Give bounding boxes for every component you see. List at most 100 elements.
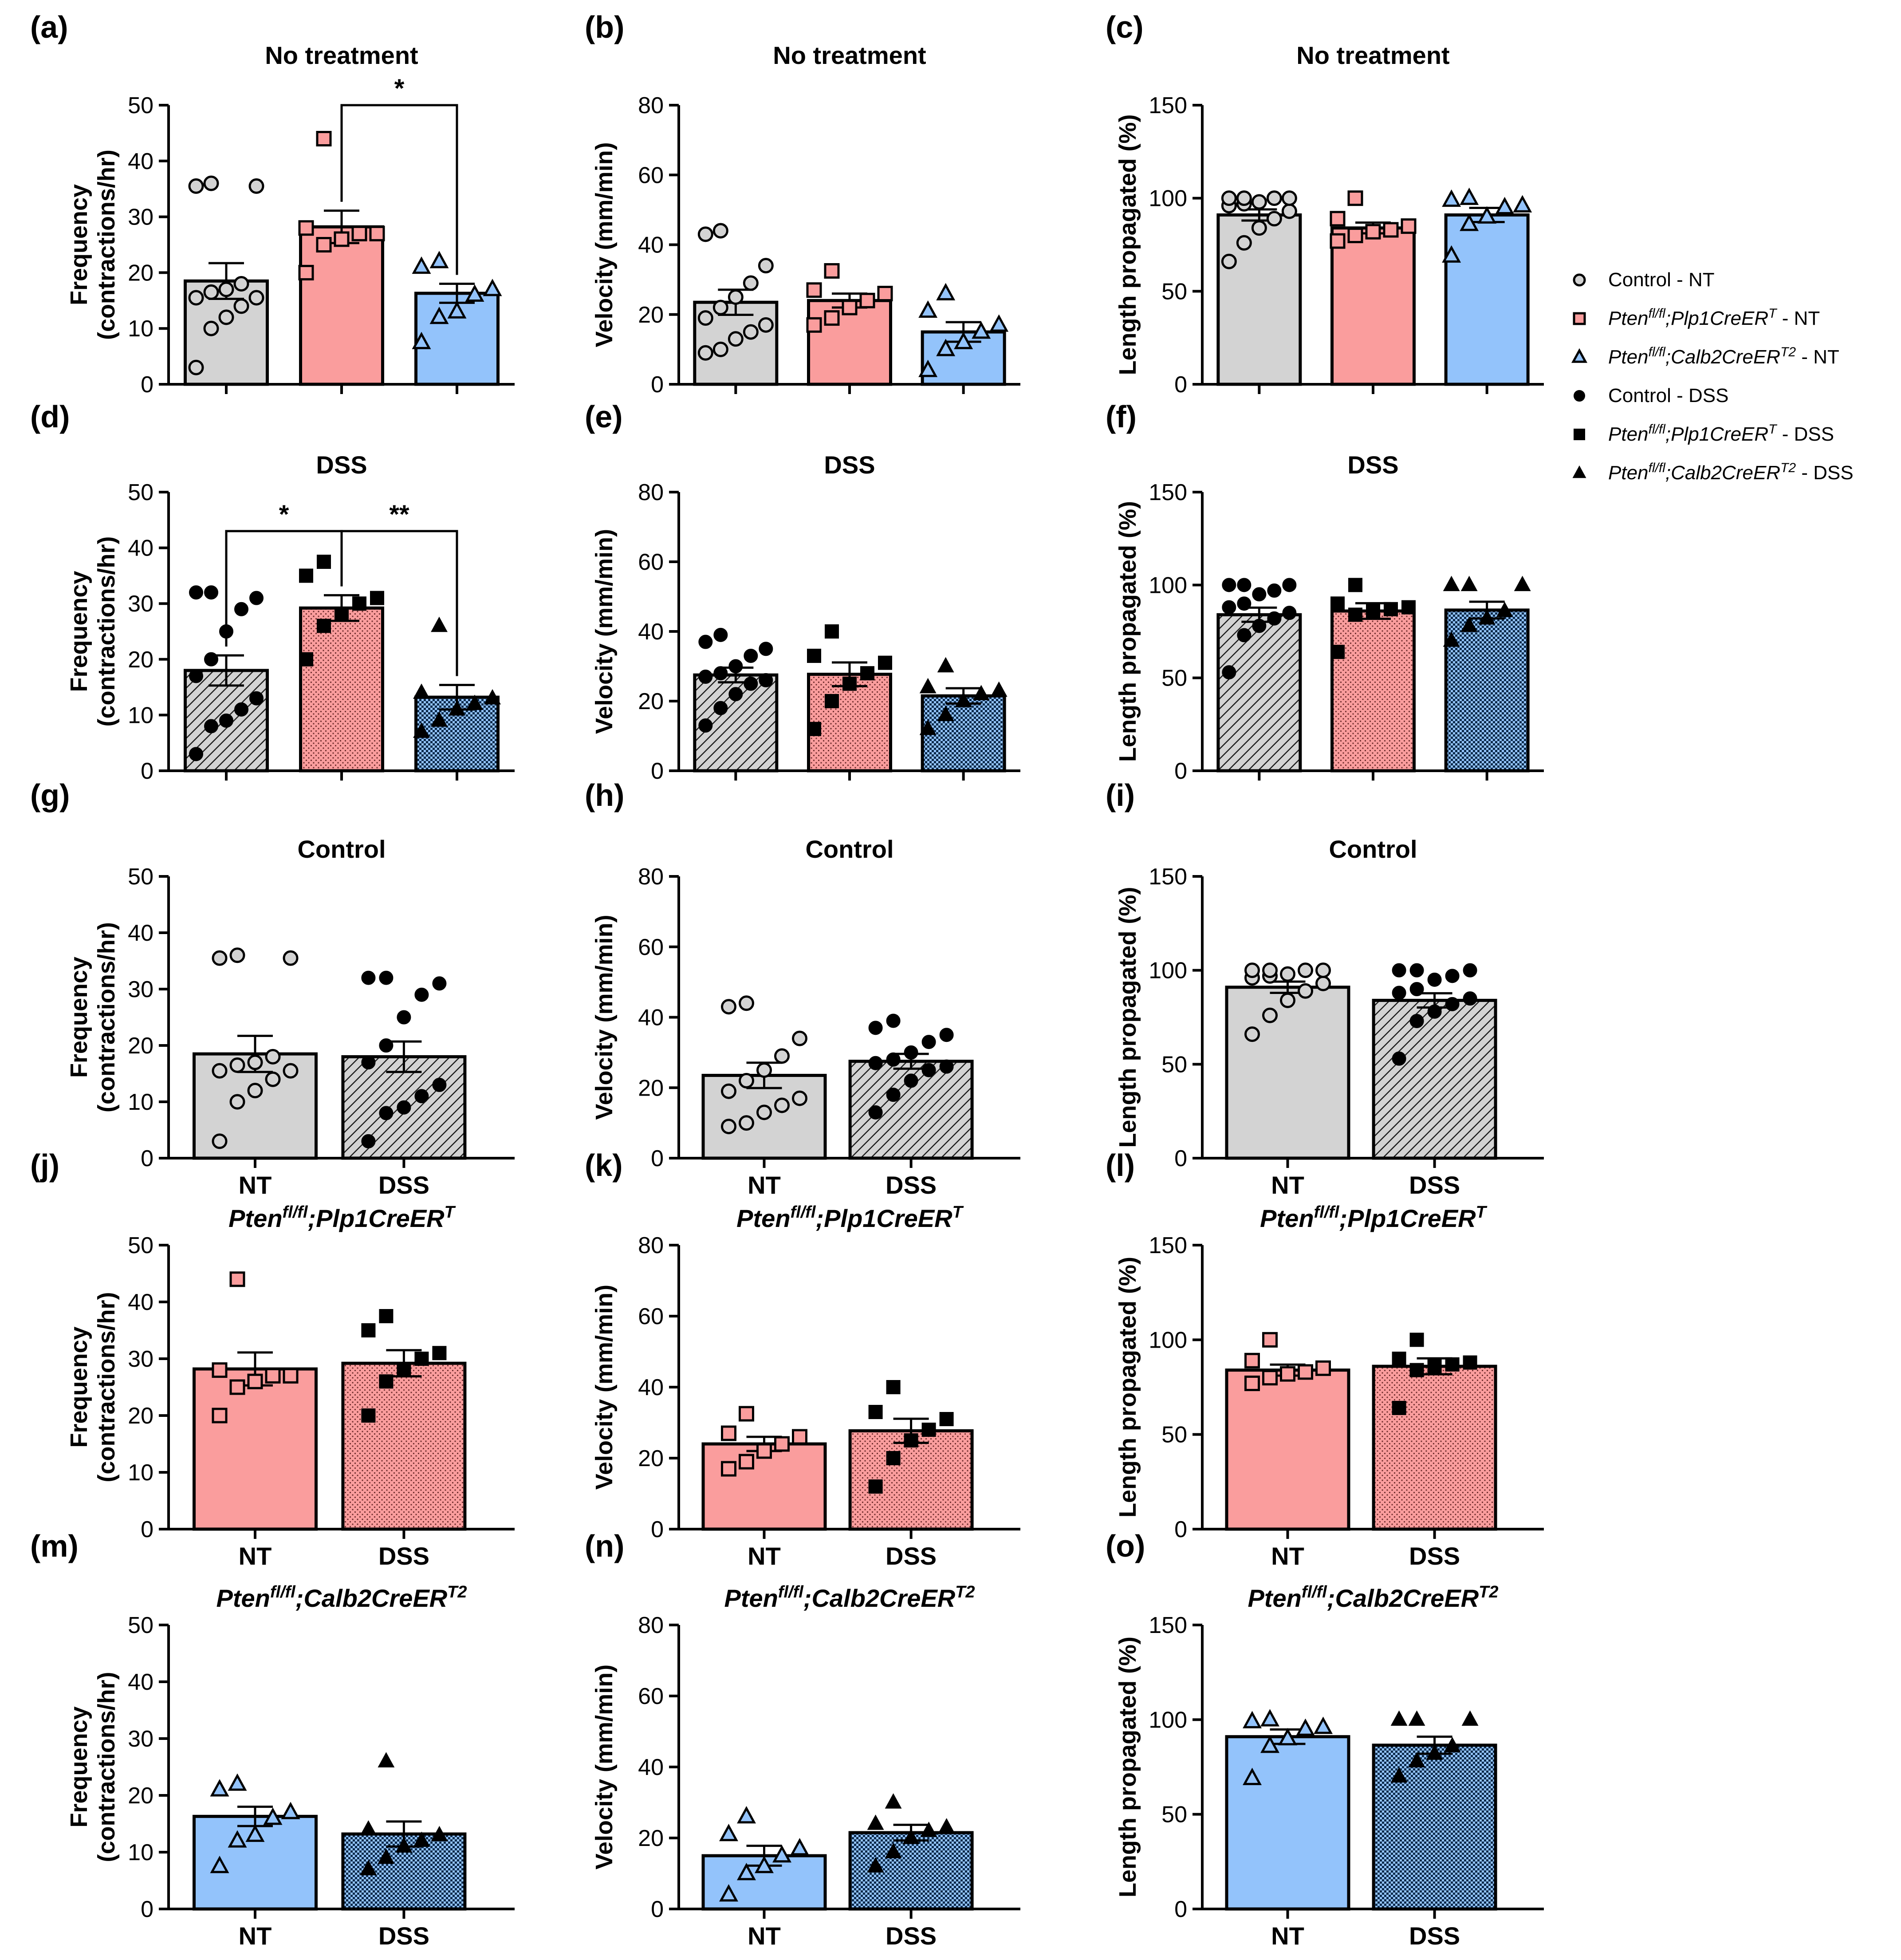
data-point	[712, 300, 728, 315]
data-point	[228, 1773, 247, 1791]
y-tick-label: 20	[128, 647, 153, 673]
data-point	[361, 1408, 376, 1423]
y-axis-label: Frequency(contractions/hr)	[66, 536, 120, 726]
data-point	[265, 1071, 281, 1087]
data-point	[1495, 197, 1515, 214]
data-point	[483, 279, 502, 296]
data-point	[1348, 607, 1362, 622]
data-point	[1280, 992, 1295, 1008]
data-point	[189, 669, 203, 683]
data-point	[1460, 576, 1478, 592]
data-point	[212, 1133, 228, 1149]
data-point	[360, 1860, 377, 1876]
panel-l: (l) Ptenfl/fl;Plp1CreERT Length propagated…	[1106, 1148, 1544, 1570]
data-point	[414, 987, 429, 1002]
data-point	[1461, 1710, 1479, 1726]
data-point	[412, 256, 431, 274]
data-point	[413, 722, 430, 738]
data-point	[921, 1063, 936, 1077]
bar-control-dss	[1216, 613, 1302, 773]
data-point	[721, 999, 736, 1015]
x-category-label: NT	[239, 1922, 272, 1950]
data-point	[484, 689, 501, 705]
data-point	[1392, 986, 1406, 1000]
data-point	[859, 292, 875, 308]
legend-label: Ptenfl/fl;Calb2CreERT2 - NT	[1608, 345, 1839, 368]
data-point	[1222, 600, 1236, 615]
data-point	[1266, 190, 1282, 206]
panel-title: Ptenfl/fl;Plp1CreERT	[736, 1203, 964, 1232]
data-point	[449, 700, 465, 716]
data-point	[1463, 963, 1477, 978]
y-tick-label: 40	[638, 1755, 664, 1780]
y-axis-label: Length propagated (%)	[1114, 887, 1141, 1148]
data-point	[697, 310, 713, 326]
panel-label: (m)	[30, 1529, 79, 1563]
data-point	[886, 1451, 901, 1465]
data-point	[728, 331, 744, 347]
data-point	[316, 237, 332, 252]
data-point	[1222, 665, 1236, 680]
data-point	[955, 692, 972, 707]
y-tick-label: 0	[651, 758, 664, 784]
y-tick-label: 80	[638, 93, 664, 118]
y-tick-label: 80	[638, 1613, 664, 1638]
data-point	[1460, 213, 1479, 231]
data-point	[335, 607, 349, 622]
data-point	[1266, 211, 1282, 227]
data-point	[728, 289, 744, 305]
y-tick-label: 30	[128, 1346, 153, 1372]
data-point	[1383, 222, 1399, 238]
data-point	[379, 970, 394, 985]
data-point	[842, 300, 858, 315]
panel-g: (g) Control Frequency(contractions/hr) 0 10 2…	[30, 778, 515, 1199]
data-point	[824, 263, 840, 279]
data-point	[233, 298, 249, 314]
data-point	[868, 1021, 883, 1035]
data-point	[919, 678, 937, 694]
data-point	[1390, 1710, 1408, 1726]
y-tick-label: 20	[128, 1403, 153, 1429]
data-point	[1365, 224, 1381, 240]
data-point	[1444, 1737, 1461, 1752]
y-axis-label: Frequency(contractions/hr)	[66, 1292, 120, 1482]
y-tick-label: 100	[1149, 572, 1187, 598]
y-tick-label: 20	[128, 1033, 153, 1059]
y-tick-label: 0	[1174, 758, 1187, 784]
significance-label: **	[389, 500, 409, 529]
data-point	[1392, 1400, 1406, 1415]
data-point	[283, 1063, 299, 1079]
data-point	[265, 1049, 281, 1065]
legend-label: Ptenfl/fl;Plp1CreERT - NT	[1608, 306, 1820, 330]
data-point	[1478, 609, 1496, 625]
data-point	[1243, 1711, 1262, 1728]
bar-plp1-dss	[1372, 1365, 1497, 1531]
data-point	[229, 1271, 245, 1287]
data-point	[792, 1429, 807, 1445]
y-tick-label: 40	[638, 1375, 664, 1400]
data-point	[744, 648, 758, 663]
x-category-label: DSS	[886, 1542, 937, 1570]
data-point	[1463, 1355, 1477, 1370]
y-tick-label: 0	[651, 1146, 664, 1171]
data-point	[1237, 596, 1252, 611]
bar-plp1-nt	[807, 299, 892, 386]
data-point	[737, 1806, 756, 1824]
y-tick-label: 40	[128, 1290, 153, 1315]
data-point	[1392, 963, 1406, 978]
data-point	[229, 1057, 245, 1073]
data-point	[317, 555, 331, 569]
data-point	[283, 1368, 299, 1384]
panel-label: (j)	[30, 1148, 59, 1183]
data-point	[1262, 1007, 1278, 1023]
bar-plp1-dss	[341, 1361, 467, 1531]
y-tick-label: 50	[128, 1233, 153, 1258]
y-tick-label: 0	[141, 1146, 153, 1171]
panel-title: Control	[1329, 835, 1417, 863]
data-point	[432, 976, 447, 991]
y-tick-label: 20	[638, 1826, 664, 1851]
data-point	[1443, 631, 1460, 647]
data-point	[739, 1115, 754, 1131]
data-point	[379, 1106, 394, 1120]
panel-i: (i) Control Length propagated (%) 0 50 100 150…	[1106, 778, 1544, 1199]
